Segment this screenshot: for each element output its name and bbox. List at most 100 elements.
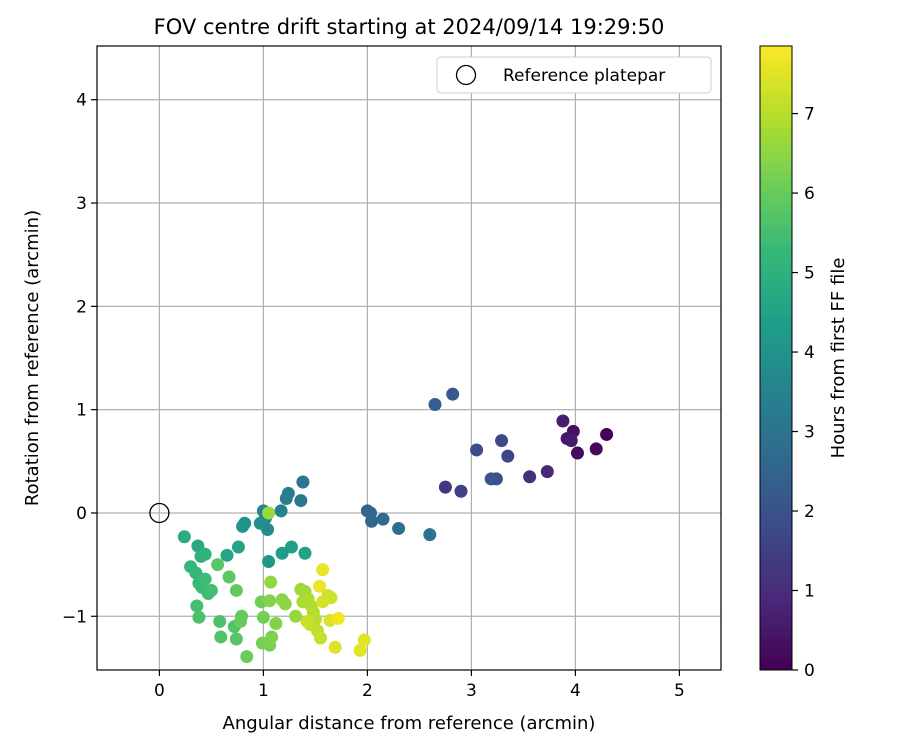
- reference-marker: [149, 502, 170, 524]
- data-point: [357, 633, 371, 647]
- data-point: [365, 514, 379, 528]
- data-point: [211, 558, 225, 572]
- data-point: [278, 597, 292, 611]
- data-point: [222, 570, 236, 584]
- y-axis-ticks: −1 0 1 2 3 4: [62, 91, 97, 627]
- colorbar-tick-label: 7: [804, 105, 815, 125]
- data-point: [214, 630, 228, 644]
- reference-layer: [149, 502, 170, 524]
- data-point: [213, 614, 227, 628]
- data-point: [256, 610, 270, 624]
- data-point: [289, 609, 303, 623]
- data-point: [294, 494, 308, 508]
- data-point: [262, 555, 276, 569]
- colorbar-tick-label: 1: [804, 582, 815, 602]
- x-tick-label: 2: [362, 681, 373, 701]
- data-point: [313, 579, 327, 593]
- data-point: [229, 583, 243, 597]
- data-point: [331, 611, 345, 625]
- x-axis-ticks: 0 1 2 3 4 5: [154, 670, 685, 701]
- legend-marker-reference: [455, 64, 477, 86]
- data-point: [264, 575, 278, 589]
- data-point: [316, 595, 330, 609]
- data-point: [279, 492, 293, 506]
- x-tick-label: 0: [154, 681, 165, 701]
- data-point: [192, 610, 206, 624]
- colorbar-tick-label: 2: [804, 502, 815, 522]
- data-point: [177, 530, 191, 544]
- data-point: [501, 449, 515, 463]
- grid-lines: [97, 46, 721, 670]
- data-point: [263, 594, 277, 608]
- data-point: [198, 572, 212, 586]
- data-point: [328, 640, 342, 654]
- data-point: [353, 643, 367, 657]
- data-point: [229, 632, 243, 646]
- y-axis-label: Rotation from reference (arcmin): [22, 210, 43, 506]
- y-tick-label: −1: [62, 607, 87, 627]
- data-point: [300, 614, 314, 628]
- data-point: [220, 548, 234, 562]
- data-point: [198, 547, 212, 561]
- legend: Reference platepar: [436, 56, 712, 94]
- x-axis-label: Angular distance from reference (arcmin): [223, 713, 596, 734]
- data-point: [284, 540, 298, 554]
- data-point: [600, 427, 614, 441]
- data-point: [234, 614, 248, 628]
- data-point: [376, 512, 390, 526]
- data-point: [296, 475, 310, 489]
- y-tick-label: 3: [76, 194, 87, 214]
- data-point: [454, 484, 468, 498]
- data-point: [423, 528, 437, 542]
- data-point: [564, 434, 578, 448]
- data-point: [204, 583, 218, 597]
- x-tick-label: 1: [258, 681, 269, 701]
- data-point: [316, 563, 330, 577]
- x-tick-label: 5: [674, 681, 685, 701]
- y-tick-label: 4: [76, 91, 87, 111]
- data-point: [589, 442, 603, 456]
- legend-box: [436, 56, 712, 94]
- colorbar-tick-label: 6: [804, 184, 815, 204]
- colorbar-tick-label: 0: [804, 661, 815, 681]
- data-point: [570, 446, 584, 460]
- colorbar-tick-label: 3: [804, 423, 815, 443]
- data-point: [240, 650, 254, 664]
- data-point: [298, 546, 312, 560]
- data-point: [495, 434, 509, 448]
- x-tick-label: 4: [570, 681, 581, 701]
- data-point: [556, 414, 570, 428]
- y-tick-label: 0: [76, 504, 87, 524]
- data-point: [523, 470, 537, 484]
- colorbar-tick-label: 4: [804, 343, 815, 363]
- data-point: [190, 599, 204, 613]
- data-point: [231, 540, 245, 554]
- data-point: [262, 506, 276, 520]
- data-point: [265, 630, 279, 644]
- data-point: [275, 546, 289, 560]
- data-points: [177, 387, 614, 664]
- colorbar-tick-label: 5: [804, 264, 815, 284]
- data-point: [484, 472, 498, 486]
- colorbar-ticks: 0 1 2 3 4 5 6 7: [792, 105, 815, 681]
- chart-title: FOV centre drift starting at 2024/09/14 …: [154, 15, 665, 39]
- data-point: [446, 387, 460, 401]
- x-tick-label: 3: [466, 681, 477, 701]
- y-tick-label: 1: [76, 401, 87, 421]
- data-point: [274, 504, 288, 518]
- colorbar-label: Hours from first FF file: [828, 258, 849, 459]
- y-tick-label: 2: [76, 297, 87, 317]
- legend-label-reference: Reference platepar: [503, 66, 665, 86]
- data-point: [189, 566, 203, 580]
- data-point: [428, 397, 442, 411]
- data-point: [253, 516, 267, 530]
- data-point: [438, 480, 452, 494]
- data-point: [314, 631, 328, 645]
- data-point: [269, 617, 283, 631]
- data-point: [392, 521, 406, 535]
- plot-frame: [96, 45, 722, 671]
- data-point: [236, 519, 250, 533]
- data-point: [540, 465, 554, 479]
